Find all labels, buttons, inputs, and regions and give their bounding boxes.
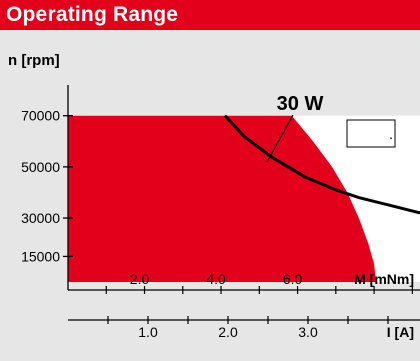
y-tick-label: 15000 [21,248,60,264]
y-tick-label: 70000 [21,108,60,124]
x-axis-torque-label: M [mNm] [354,271,414,287]
chart-title: Operating Range [0,0,420,30]
x-axis-current-tick-label: 2.0 [218,324,238,340]
x-axis-current-tick-label: 3.0 [298,324,318,340]
power-curve-label: 30 W [277,93,324,115]
x-axis-torque-tick-label: 6.0 [283,271,303,287]
power-curve-leader-line [266,114,294,163]
y-axis-label: n [rpm] [8,52,60,69]
legend-box-text: . [389,126,393,142]
operating-range-chart: n [rpm] 70000 50000 30000 15000 2.0 4.0 6.0 M … [8,52,420,340]
x-axis-current-label: I [A] [387,324,414,340]
x-axis-torque-tick-label: 4.0 [206,271,226,287]
x-axis-torque-tick-label: 2.0 [130,271,150,287]
power-curve-30w [223,114,420,215]
continuous-operation-area [68,115,376,282]
legend-box [346,119,396,148]
y-tick-label: 50000 [21,159,60,175]
y-tick-label: 30000 [21,210,60,226]
x-axis-current-tick-label: 1.0 [138,324,158,340]
